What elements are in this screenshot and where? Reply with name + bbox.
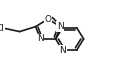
Text: N: N — [59, 46, 66, 55]
Text: N: N — [37, 34, 44, 43]
Text: O: O — [45, 15, 52, 24]
Text: N: N — [57, 22, 64, 31]
Text: Cl: Cl — [0, 24, 5, 33]
